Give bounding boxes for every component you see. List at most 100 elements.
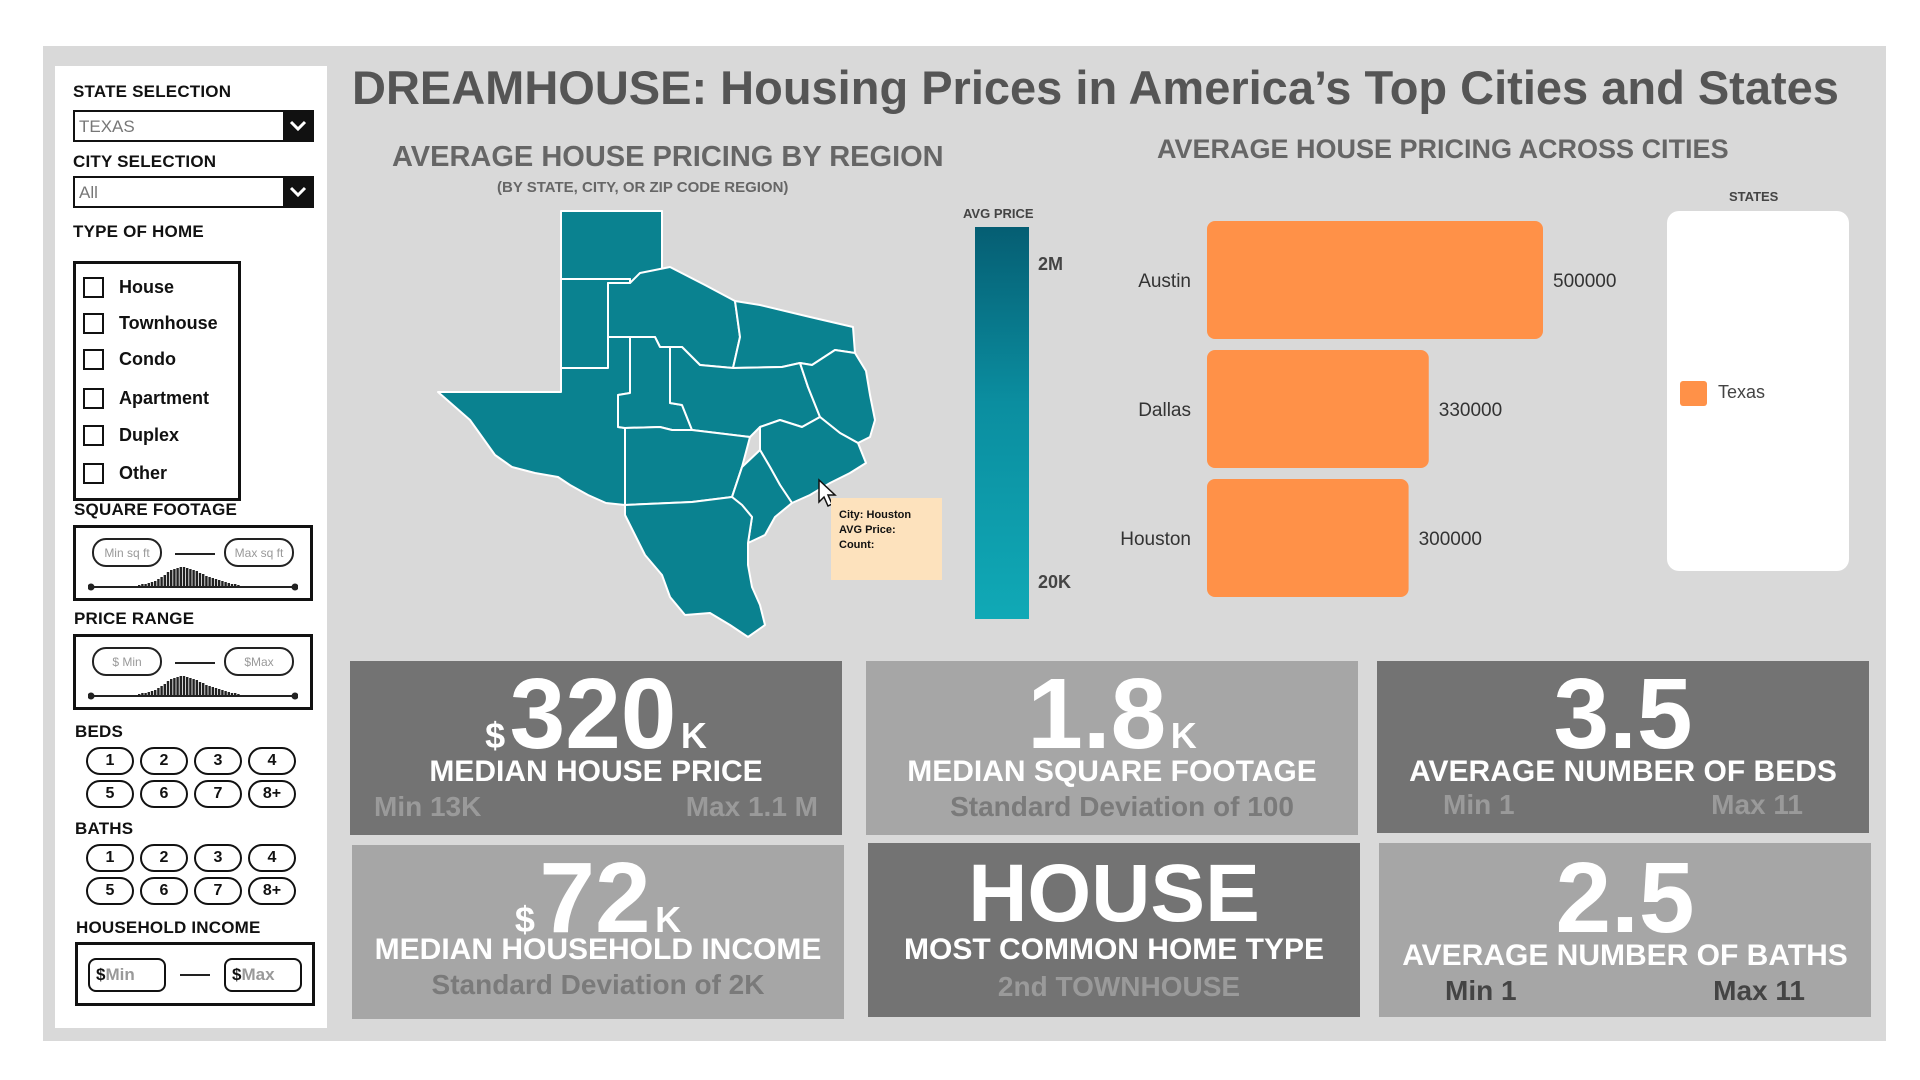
histogram-bar — [154, 690, 157, 696]
kpi-median-square-footage: 1.8 K MEDIAN SQUARE FOOTAGE Standard Dev… — [866, 661, 1358, 835]
histogram-bar — [205, 685, 208, 696]
kpi-number: 320 — [509, 661, 677, 770]
square-footage-label: SQUARE FOOTAGE — [74, 500, 238, 519]
kpi-most-common-home-type: HOUSE MOST COMMON HOME TYPE 2nd TOWNHOUS… — [868, 843, 1360, 1017]
histogram-bar — [192, 570, 195, 587]
histogram-bar — [144, 693, 147, 696]
square-footage-histogram-slider[interactable] — [88, 562, 298, 592]
home-type-filter: House Townhouse Condo Apartment Duplex O… — [73, 261, 241, 501]
avg-price-color-scale — [975, 227, 1029, 619]
kpi-number: 72 — [539, 845, 651, 954]
max-income-input[interactable]: $ Max — [224, 958, 302, 992]
checkbox[interactable] — [83, 348, 104, 370]
max-sqft-input[interactable]: Max sq ft — [224, 538, 294, 567]
slider-max-handle[interactable] — [291, 583, 299, 591]
histogram-bar — [214, 579, 218, 587]
home-type-duplex[interactable]: Duplex — [83, 423, 179, 447]
chevron-down-icon[interactable] — [283, 178, 312, 206]
state-dropdown-value: TEXAS — [79, 117, 135, 136]
legend-swatch-texas — [1680, 381, 1707, 406]
beds-button-8plus[interactable]: 8+ — [248, 780, 296, 808]
histogram-bar — [189, 569, 192, 587]
cursor-icon — [818, 478, 837, 508]
bar-category-label: Houston — [1120, 529, 1191, 550]
histogram-bar — [176, 677, 179, 696]
baths-button-1[interactable]: 1 — [86, 844, 134, 872]
checkbox[interactable] — [83, 276, 104, 298]
slider-min-handle[interactable] — [88, 583, 95, 591]
baths-button-3[interactable]: 3 — [194, 844, 242, 872]
histogram-bar — [218, 580, 221, 587]
beds-button-6[interactable]: 6 — [140, 780, 188, 808]
price-range-label: PRICE RANGE — [74, 609, 195, 628]
texas-region-map[interactable] — [430, 205, 890, 645]
histogram-bar — [234, 584, 237, 587]
home-type-townhouse[interactable]: Townhouse — [83, 311, 218, 335]
max-price-input[interactable]: $Max — [224, 647, 294, 676]
checkbox[interactable] — [83, 387, 104, 409]
state-dropdown[interactable]: TEXAS — [73, 110, 314, 142]
kpi-average-baths: 2.5 AVERAGE NUMBER OF BATHS Min 1 Max 11 — [1379, 843, 1871, 1017]
kpi-number: 1.8 — [1027, 661, 1167, 770]
histogram-bar — [141, 584, 144, 587]
city-dropdown[interactable]: All — [73, 176, 314, 208]
baths-button-5[interactable]: 5 — [86, 877, 134, 905]
kpi-number: 3.5 — [1553, 661, 1693, 770]
kpi-value: HOUSE — [968, 848, 1260, 939]
kpi-label: MEDIAN HOUSE PRICE — [429, 755, 763, 788]
chevron-down-icon[interactable] — [283, 112, 312, 140]
histogram-bar — [221, 690, 224, 696]
kpi-min: Min 13K — [374, 791, 482, 822]
histogram-bar — [189, 678, 192, 696]
checkbox[interactable] — [83, 312, 104, 334]
tooltip-avg-price: AVG Price: — [839, 524, 896, 536]
legend-min-label: 20K — [1038, 572, 1072, 592]
home-type-apartment[interactable]: Apartment — [83, 386, 209, 410]
min-price-input[interactable]: $ Min — [92, 647, 162, 676]
beds-button-4[interactable]: 4 — [248, 747, 296, 775]
slider-min-handle[interactable] — [88, 692, 95, 700]
histogram-bar — [154, 581, 157, 587]
beds-button-5[interactable]: 5 — [86, 780, 134, 808]
checkbox[interactable] — [83, 462, 104, 484]
beds-button-1[interactable]: 1 — [86, 747, 134, 775]
kpi-label: AVERAGE NUMBER OF BEDS — [1409, 755, 1837, 788]
filter-sidebar: STATE SELECTION TEXAS CITY SELECTION All… — [55, 66, 327, 1028]
state-selection-label: STATE SELECTION — [73, 82, 232, 101]
currency-prefix: $ — [485, 715, 506, 756]
min-sqft-input[interactable]: Min sq ft — [92, 538, 162, 567]
baths-button-8plus[interactable]: 8+ — [248, 877, 296, 905]
price-histogram-slider[interactable] — [88, 671, 298, 701]
city-selection-label: CITY SELECTION — [73, 152, 217, 171]
map-region-south-central[interactable] — [624, 426, 751, 506]
baths-button-2[interactable]: 2 — [140, 844, 188, 872]
histogram-bar — [192, 679, 195, 696]
min-income-input[interactable]: $ Min — [88, 958, 166, 992]
home-type-house[interactable]: House — [83, 275, 174, 299]
histogram-bar — [227, 692, 230, 696]
city-dropdown-value: All — [79, 183, 98, 202]
baths-button-4[interactable]: 4 — [248, 844, 296, 872]
histogram-bar — [208, 686, 211, 696]
checkbox[interactable] — [83, 424, 104, 446]
slider-max-handle[interactable] — [291, 692, 299, 700]
map-region-east[interactable] — [799, 349, 876, 444]
bar-austin[interactable] — [1207, 221, 1543, 339]
home-type-condo[interactable]: Condo — [83, 347, 176, 371]
min-income-placeholder: Min — [105, 965, 135, 984]
bar-dallas[interactable] — [1207, 350, 1429, 468]
baths-button-7[interactable]: 7 — [194, 877, 242, 905]
beds-button-2[interactable]: 2 — [140, 747, 188, 775]
baths-button-6[interactable]: 6 — [140, 877, 188, 905]
kpi-max: Max 1.1 M — [685, 791, 818, 822]
home-type-other[interactable]: Other — [83, 461, 167, 485]
bar-category-label: Dallas — [1138, 400, 1191, 421]
bar-houston[interactable] — [1207, 479, 1409, 597]
legend-label-texas[interactable]: Texas — [1718, 382, 1766, 402]
histogram-bar — [163, 575, 166, 587]
beds-button-7[interactable]: 7 — [194, 780, 242, 808]
map-region-south[interactable] — [624, 496, 766, 638]
kpi-value: 3.5 — [1377, 661, 1869, 772]
beds-button-3[interactable]: 3 — [194, 747, 242, 775]
tooltip-city: City: Houston — [839, 509, 912, 521]
